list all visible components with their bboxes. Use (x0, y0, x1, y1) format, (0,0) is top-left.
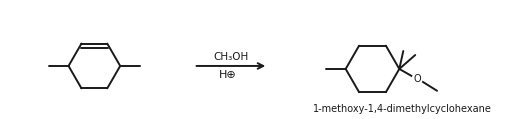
Text: 1-methoxy-1,4-dimethylcyclohexane: 1-methoxy-1,4-dimethylcyclohexane (313, 104, 492, 114)
Text: CH₃OH: CH₃OH (213, 52, 249, 62)
Text: O: O (414, 74, 421, 84)
Text: H⊕: H⊕ (219, 70, 237, 80)
Circle shape (412, 74, 422, 84)
